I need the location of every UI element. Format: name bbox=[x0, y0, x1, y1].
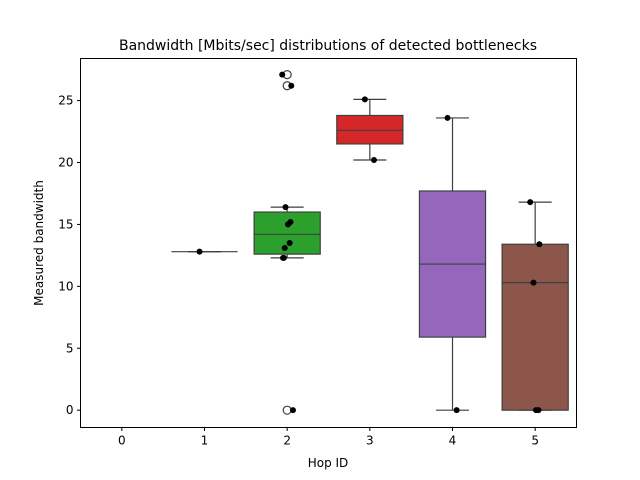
iqr-box bbox=[336, 114, 404, 145]
x-axis-label: Hop ID bbox=[308, 456, 349, 470]
y-tick-label: 15 bbox=[58, 217, 73, 231]
points-hop-3 bbox=[361, 96, 377, 164]
x-tick-label: 3 bbox=[366, 434, 374, 448]
y-axis-label: Measured bandwidth bbox=[32, 180, 46, 306]
iqr-box bbox=[501, 243, 569, 411]
y-tick-label: 10 bbox=[58, 279, 73, 293]
data-point bbox=[282, 204, 289, 211]
data-point bbox=[281, 244, 288, 251]
data-point bbox=[288, 82, 295, 89]
points-hop-2 bbox=[279, 71, 296, 414]
box-hop-4 bbox=[418, 117, 487, 411]
data-point bbox=[284, 221, 291, 228]
data-point bbox=[536, 241, 543, 248]
chart-title: Bandwidth [Mbits/sec] distributions of d… bbox=[119, 38, 537, 54]
points-hop-1 bbox=[196, 248, 203, 255]
data-point bbox=[289, 407, 296, 414]
data-point bbox=[361, 96, 368, 103]
data-point bbox=[530, 279, 537, 286]
data-point bbox=[370, 157, 377, 164]
x-tick-label: 1 bbox=[201, 434, 209, 448]
y-tick-label: 20 bbox=[58, 156, 73, 170]
x-tick-label: 4 bbox=[449, 434, 457, 448]
points-hop-4 bbox=[444, 114, 460, 414]
x-tick-label: 2 bbox=[283, 434, 291, 448]
x-tick-label: 5 bbox=[531, 434, 539, 448]
data-point bbox=[527, 199, 534, 206]
box-hop-3 bbox=[336, 98, 404, 161]
box-hop-5 bbox=[501, 201, 569, 411]
axes-frame bbox=[80, 58, 577, 428]
data-point bbox=[280, 254, 287, 261]
y-tick-label: 25 bbox=[58, 94, 73, 108]
data-point bbox=[279, 71, 286, 78]
y-tick-label: 5 bbox=[66, 341, 74, 355]
data-point bbox=[453, 407, 460, 414]
data-point bbox=[196, 248, 203, 255]
y-axis: 0 5 10 15 20 25 bbox=[58, 94, 81, 417]
x-axis: 0 1 2 3 4 5 bbox=[118, 427, 539, 448]
x-tick-label: 0 bbox=[118, 434, 126, 448]
points-hop-5 bbox=[527, 199, 543, 414]
data-point bbox=[286, 240, 293, 246]
data-point bbox=[532, 407, 539, 414]
y-tick-label: 0 bbox=[66, 403, 74, 417]
data-point bbox=[444, 114, 451, 121]
plot-area bbox=[171, 69, 569, 415]
